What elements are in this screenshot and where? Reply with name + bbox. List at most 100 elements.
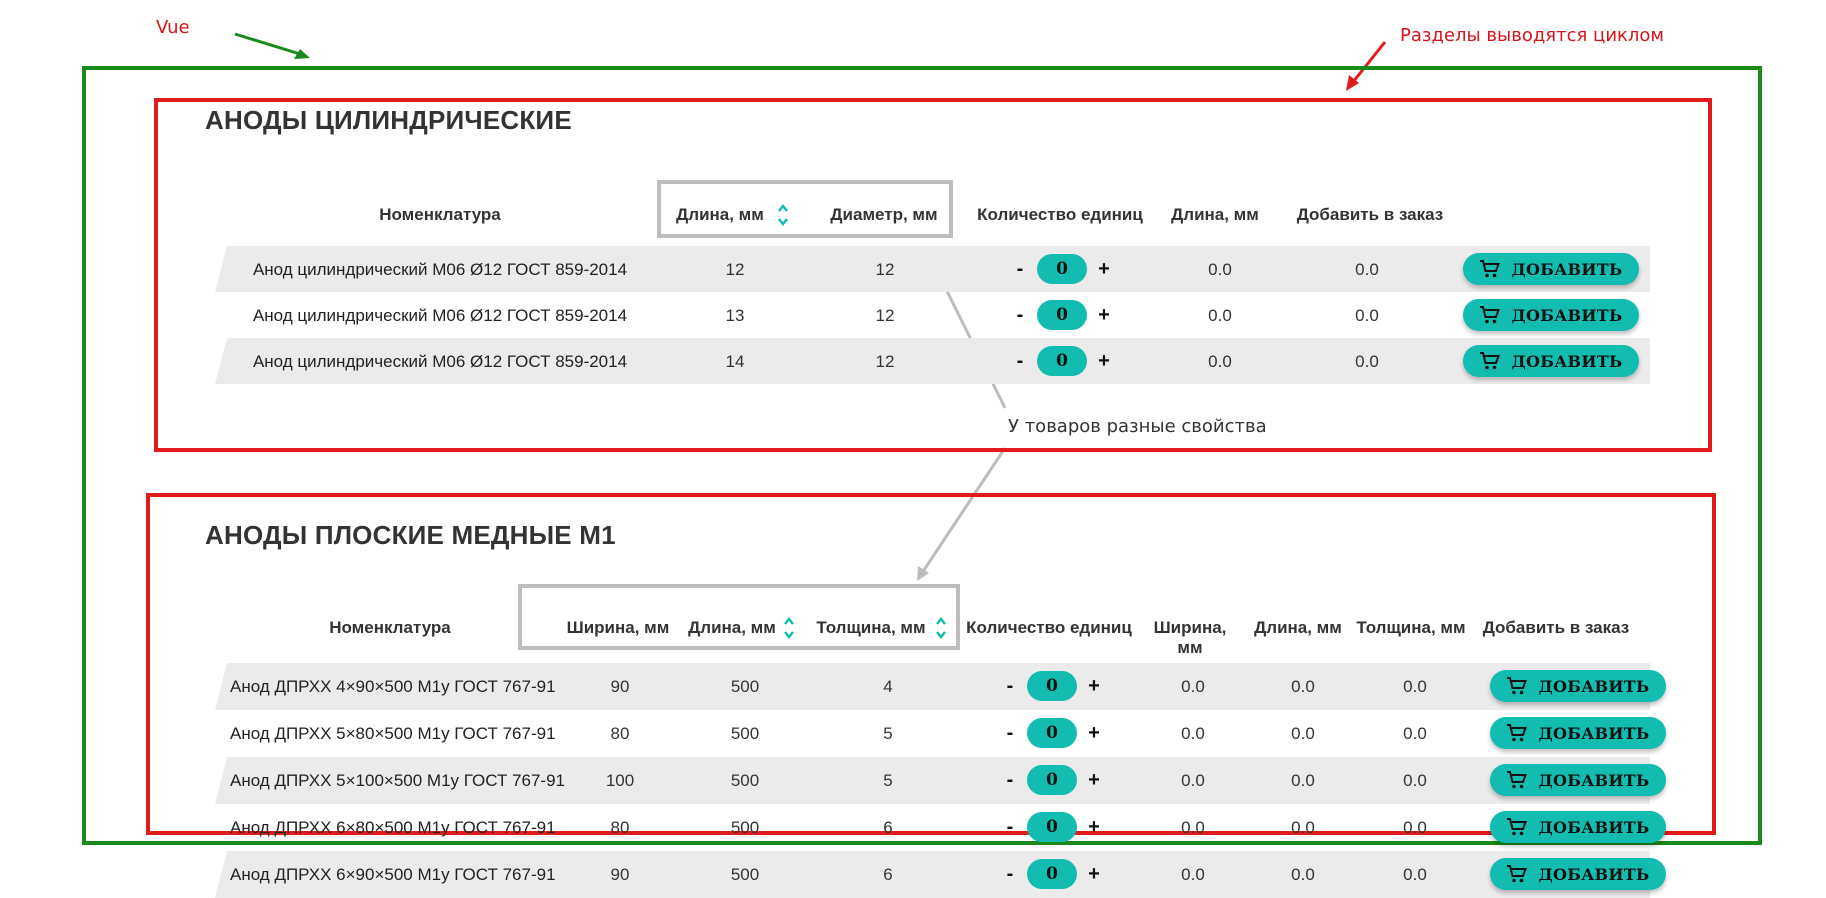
length-value: 500 [730,724,760,743]
quantity-value[interactable]: 0 [1037,346,1087,376]
decrement-button[interactable]: - [1006,674,1014,697]
decrement-button[interactable]: - [1006,768,1014,791]
add-to-order-button[interactable]: ДОБАВИТЬ [1490,717,1666,749]
add-button-label: ДОБАВИТЬ [1511,351,1623,371]
length-value: 500 [730,818,760,837]
add-to-order-button[interactable]: ДОБАВИТЬ [1463,345,1639,377]
product-name: Анод ДПРХХ 6×90×500 М1у ГОСТ 767-91 [230,865,556,884]
increment-button[interactable]: + [1098,303,1110,326]
width-value: 80 [610,818,630,837]
total-width-value: 0.0 [1181,865,1205,884]
total-thickness-value: 0.0 [1403,677,1427,696]
total-length-value: 0.0 [1291,724,1315,743]
cart-icon [1479,305,1501,325]
table-row [215,338,1650,384]
qty-stepper: -0 + [1003,718,1101,748]
total-width-value: 0.0 [1181,818,1205,837]
col-header-name: Номенклатура [329,618,451,637]
total-length-value: 0.0 [1291,865,1315,884]
add-button-label: ДОБАВИТЬ [1511,259,1623,279]
thickness-value: 6 [883,865,893,884]
add-button-label: ДОБАВИТЬ [1538,864,1650,884]
col-header-length[interactable]: Длина, мм [688,618,776,637]
table-row [215,246,1650,292]
length-value: 500 [730,865,760,884]
thickness-value: 6 [883,818,893,837]
sort-arrows-icon[interactable] [934,614,948,642]
section-frame-2 [146,493,1716,835]
width-value: 90 [610,677,630,696]
quantity-value[interactable]: 0 [1027,859,1077,889]
cart-icon [1506,817,1528,837]
add-to-order-button[interactable]: ДОБАВИТЬ [1490,858,1666,890]
product-name: Анод ДПРХХ 5×100×500 М1у ГОСТ 767-91 [230,771,565,790]
length-value: 500 [730,771,760,790]
add-to-order-button[interactable]: ДОБАВИТЬ [1463,253,1639,285]
decrement-button[interactable]: - [1016,349,1024,372]
add-to-order-button[interactable]: ДОБАВИТЬ [1490,670,1666,702]
table-row [215,757,1650,804]
add-to-order-button[interactable]: ДОБАВИТЬ [1490,764,1666,796]
decrement-button[interactable]: - [1016,257,1024,280]
add-button-label: ДОБАВИТЬ [1538,770,1650,790]
length-value: 500 [730,677,760,696]
col-header-add: Добавить в заказ [1482,618,1630,637]
increment-button[interactable]: + [1098,349,1110,372]
sort-arrows-icon[interactable] [782,614,796,642]
total-length-value: 0.0 [1208,306,1232,325]
quantity-value[interactable]: 0 [1027,765,1077,795]
add-to-order-button[interactable]: ДОБАВИТЬ [1490,811,1666,843]
product-name: Анод цилиндрический М06 Ø12 ГОСТ 859-201… [252,352,628,371]
props-highlight-1 [657,180,953,238]
col-header-width[interactable]: Ширина, мм [566,618,670,637]
product-name: Анод ДПРХХ 5×80×500 М1у ГОСТ 767-91 [230,724,556,743]
col-header-qty: Количество единиц [966,618,1132,637]
increment-button[interactable]: + [1088,862,1100,885]
cart-icon [1479,351,1501,371]
decrement-button[interactable]: - [1006,862,1014,885]
increment-button[interactable]: + [1098,257,1110,280]
col-header-diameter[interactable]: Диаметр, мм [830,205,938,224]
diameter-value: 12 [875,260,895,279]
add-button-label: ДОБАВИТЬ [1538,723,1650,743]
col-header-add: Добавить в заказ [1296,205,1444,224]
col-header-thickness[interactable]: Толщина, мм [816,618,926,637]
decrement-button[interactable]: - [1006,815,1014,838]
quantity-value[interactable]: 0 [1027,812,1077,842]
quantity-value[interactable]: 0 [1027,718,1077,748]
quantity-value[interactable]: 0 [1027,671,1077,701]
decrement-button[interactable]: - [1016,303,1024,326]
length-value: 13 [725,306,745,325]
col-header-qty: Количество единиц [977,205,1143,224]
total-thickness-value: 0.0 [1403,724,1427,743]
quantity-value[interactable]: 0 [1037,300,1087,330]
increment-button[interactable]: + [1088,768,1100,791]
col-header-total-length: Длина, мм [1254,618,1342,637]
diameter-value: 12 [875,352,895,371]
col-header-name: Номенклатура [379,205,501,224]
product-name: Анод цилиндрический М06 Ø12 ГОСТ 859-201… [252,260,628,279]
qty-stepper: -0 + [1003,671,1101,701]
sort-arrows-icon[interactable] [776,201,790,229]
qty-stepper: -0 + [1003,859,1101,889]
add-to-order-button[interactable]: ДОБАВИТЬ [1463,299,1639,331]
decrement-button[interactable]: - [1006,721,1014,744]
total-length-value: 0.0 [1208,260,1232,279]
cart-icon [1479,259,1501,279]
thickness-value: 5 [883,771,893,790]
increment-button[interactable]: + [1088,674,1100,697]
total-width-value: 0.0 [1181,724,1205,743]
total-value: 0.0 [1355,306,1379,325]
section-title: АНОДЫ ПЛОСКИЕ МЕДНЫЕ М1 [205,520,616,550]
increment-button[interactable]: + [1088,815,1100,838]
total-value: 0.0 [1355,352,1379,371]
total-length-value: 0.0 [1291,818,1315,837]
vue-component-frame [82,66,1762,845]
total-length-value: 0.0 [1291,771,1315,790]
col-header-total-width: Ширина, мм [1153,618,1227,657]
col-header-total-thickness: Толщина, мм [1356,618,1466,637]
total-value: 0.0 [1355,260,1379,279]
quantity-value[interactable]: 0 [1037,254,1087,284]
col-header-length[interactable]: Длина, мм [676,205,764,224]
increment-button[interactable]: + [1088,721,1100,744]
